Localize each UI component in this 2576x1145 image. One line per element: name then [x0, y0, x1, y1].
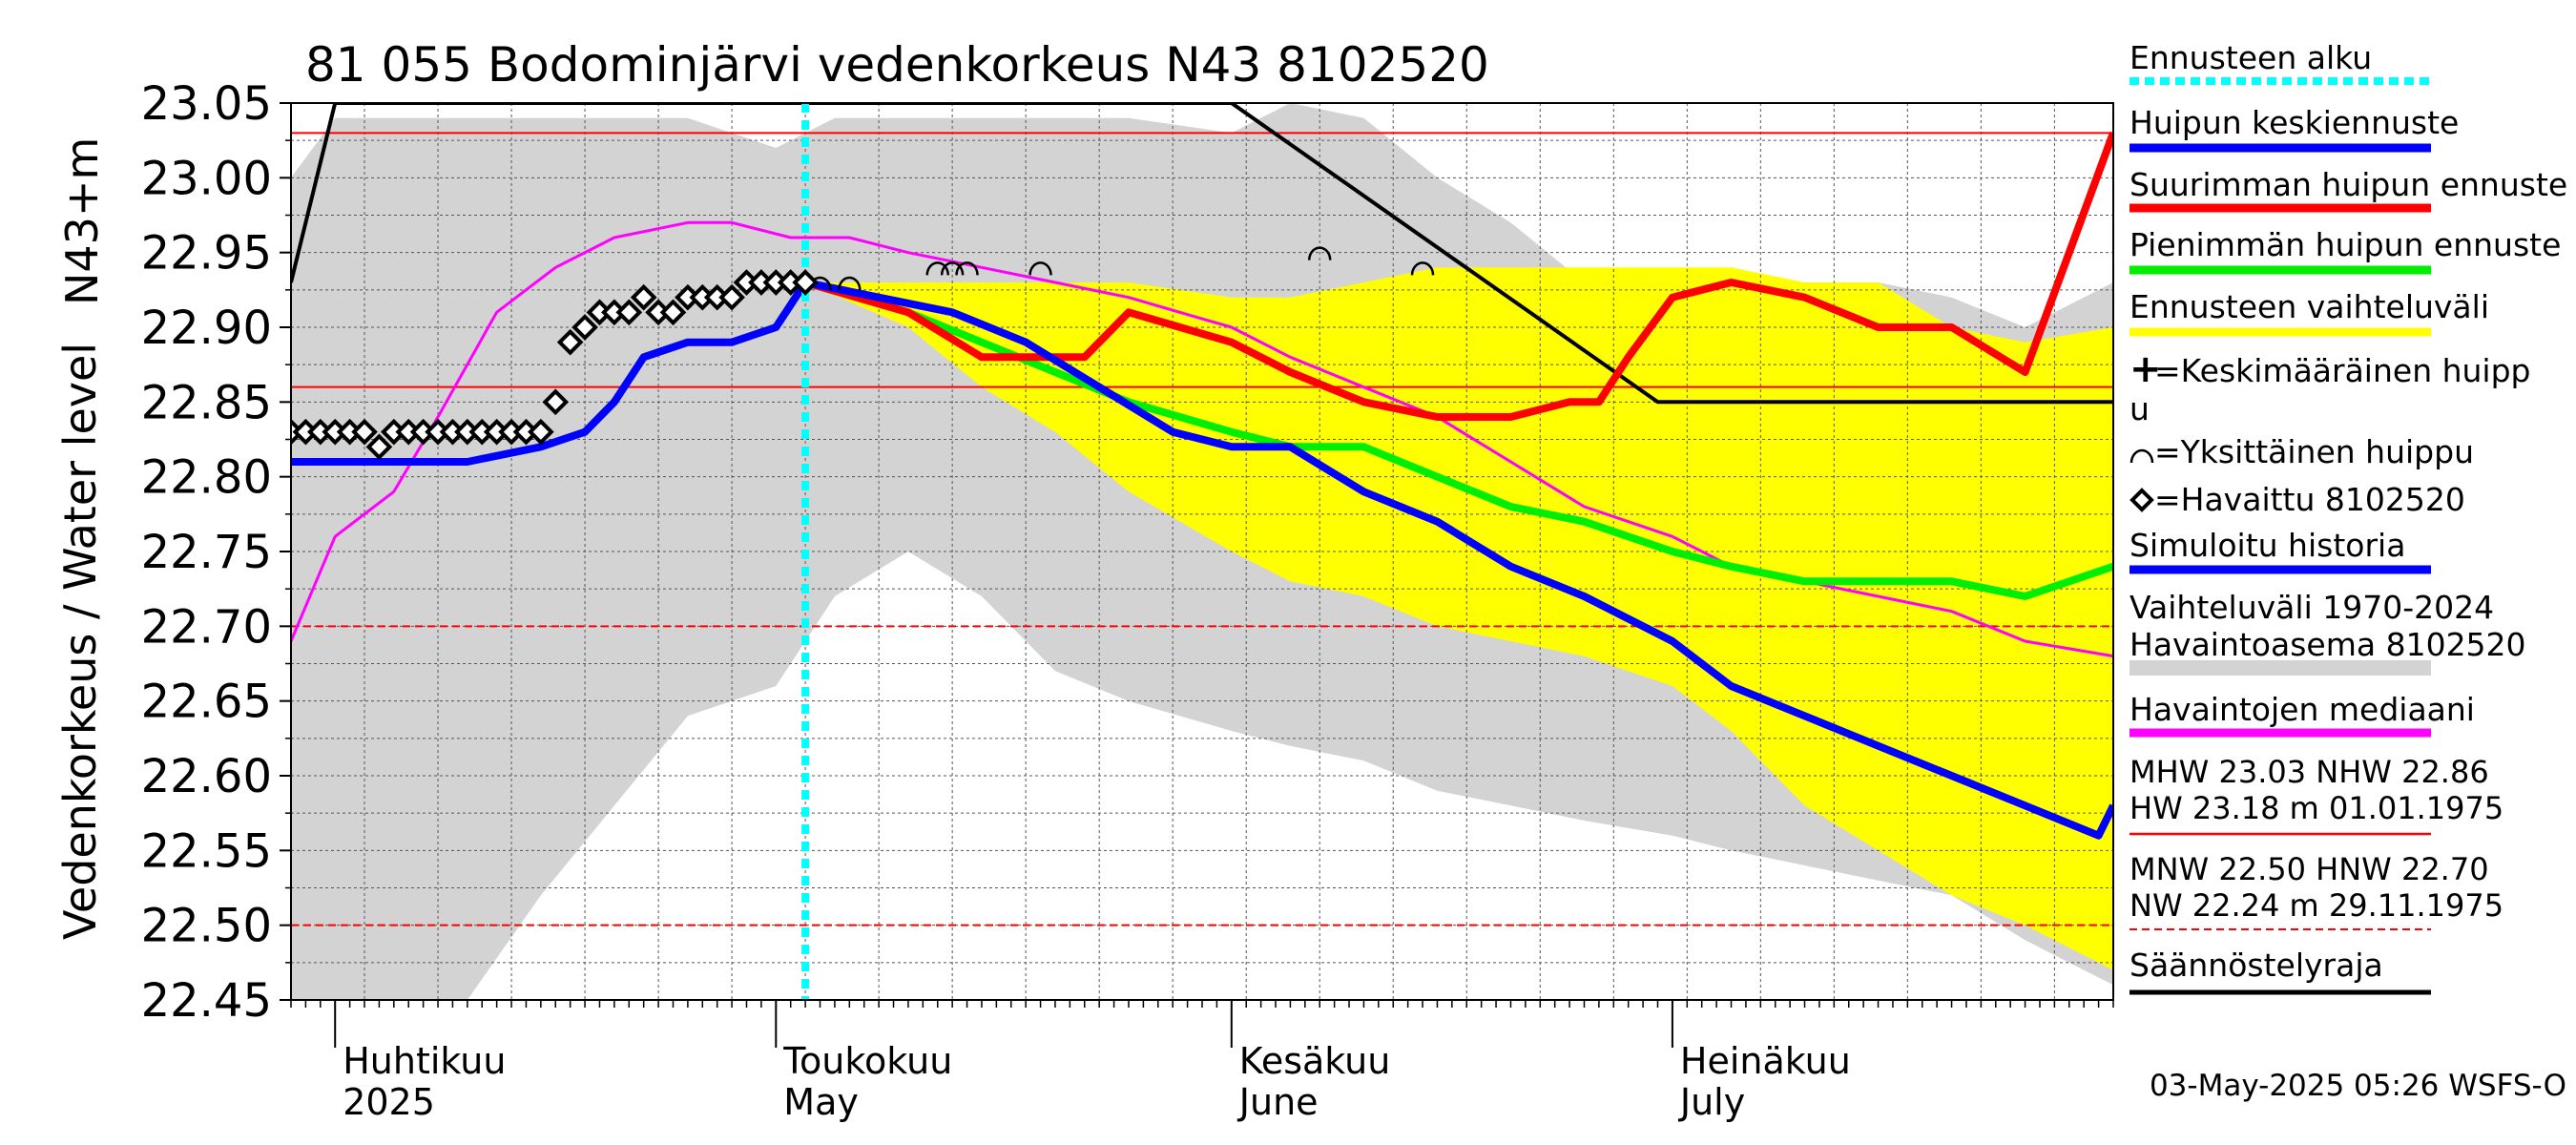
- legend-label: Vaihteluväli 1970-2024: [2129, 589, 2494, 626]
- y-tick-label: 22.85: [141, 376, 272, 429]
- stats-low-line1: MNW 22.50 HNW 22.70: [2129, 851, 2489, 887]
- legend-label: Havaintojen mediaani: [2129, 691, 2475, 728]
- simulated-history-line: [291, 280, 809, 466]
- observed-marker: [659, 299, 687, 326]
- stats-high-line2: HW 23.18 m 01.01.1975: [2129, 790, 2503, 826]
- stats-high-line1: MHW 23.03 NHW 22.86: [2129, 754, 2489, 790]
- y-tick-label: 22.95: [141, 227, 272, 281]
- legend-label: Säännöstelyraja: [2129, 947, 2383, 984]
- y-tick-label: 23.05: [141, 77, 272, 131]
- x-month-sublabel: July: [1678, 1081, 1745, 1123]
- chart-title: 81 055 Bodominjärvi vedenkorkeus N43 810…: [305, 37, 1489, 93]
- y-tick-label: 22.45: [141, 974, 272, 1028]
- mean-peak-forecast-line: [804, 279, 2113, 840]
- y-tick-label: 22.65: [141, 676, 272, 729]
- forecast-range-band: [805, 267, 2113, 970]
- observed-marker: [542, 388, 570, 416]
- legend-label: =Keskimääräinen huipp: [2154, 352, 2531, 389]
- x-month-label: Huhtikuu: [343, 1040, 506, 1082]
- observed-marker: [718, 283, 745, 311]
- observed-marker: [571, 314, 598, 341]
- regulation-limit-line: [291, 103, 2113, 405]
- y-tick-label: 22.70: [141, 600, 272, 654]
- legend-plus-icon: +: [2129, 347, 2162, 391]
- y-tick-label: 23.00: [141, 152, 272, 205]
- legend-diamond-icon: [2129, 488, 2154, 512]
- stats-low-line2: NW 22.24 m 29.11.1975: [2129, 887, 2503, 924]
- y-tick-label: 22.80: [141, 451, 272, 505]
- single-peak-marker: [955, 261, 979, 276]
- single-peak-marker: [1307, 246, 1332, 260]
- min-peak-forecast-line: [803, 279, 2113, 600]
- legend-label: Huipun keskiennuste: [2129, 104, 2459, 141]
- y-tick-label: 22.75: [141, 526, 272, 579]
- x-month-sublabel: 2025: [343, 1081, 435, 1123]
- y-tick-label: 22.50: [141, 900, 272, 953]
- single-peak-marker: [940, 261, 965, 276]
- legend: Ennusteen alku Huipun keskiennuste Suurimm…: [2129, 39, 2567, 1103]
- single-peak-marker: [925, 261, 949, 276]
- observed-marker: [615, 299, 643, 326]
- single-peak-marker: [1410, 261, 1435, 276]
- x-month-sublabel: June: [1237, 1081, 1319, 1123]
- observed-marker: [556, 328, 584, 356]
- observed-marker: [630, 283, 657, 311]
- observed-marker: [351, 418, 378, 446]
- legend-label: Ennusteen alku: [2129, 39, 2372, 76]
- x-month-label: Heinäkuu: [1680, 1040, 1851, 1082]
- legend-label-continued: Havaintoasema 8102520: [2129, 626, 2526, 663]
- footer-timestamp: 03-May-2025 05:26 WSFS-O: [2150, 1069, 2566, 1103]
- legend-label: Ennusteen vaihteluväli: [2129, 288, 2489, 325]
- observed-marker: [792, 269, 819, 296]
- observed-marker: [528, 418, 554, 446]
- observed-marker: [365, 433, 393, 461]
- legend-label: Simuloitu historia: [2129, 527, 2405, 564]
- y-tick-label: 22.55: [141, 824, 272, 878]
- plot-content: [291, 103, 2113, 1000]
- legend-label: Suurimman huipun ennuste: [2129, 166, 2567, 203]
- single-peak-marker: [838, 276, 862, 291]
- y-axis-label: Vedenkorkeus / Water level: [54, 343, 106, 940]
- axes: 22.45 22.50 22.55 22.60 22.65 22.70 22.75 22.80…: [54, 37, 2114, 1123]
- y-tick-label: 22.60: [141, 750, 272, 803]
- y-axis-unit: N43+m: [56, 137, 108, 305]
- legend-label: =Havaittu 8102520: [2154, 481, 2465, 518]
- legend-label: =Yksittäinen huippu: [2154, 433, 2474, 470]
- x-month-label: Toukokuu: [782, 1040, 952, 1082]
- y-tick-label: 22.90: [141, 302, 272, 355]
- x-month-label: Kesäkuu: [1239, 1040, 1391, 1082]
- legend-label-continued: u: [2129, 390, 2150, 427]
- legend-label: Pienimmän huipun ennuste: [2129, 226, 2561, 263]
- legend-arc-icon: [2129, 448, 2154, 464]
- plot-area: [291, 103, 2113, 1000]
- single-peak-marker: [1028, 261, 1052, 276]
- x-month-sublabel: May: [783, 1081, 859, 1123]
